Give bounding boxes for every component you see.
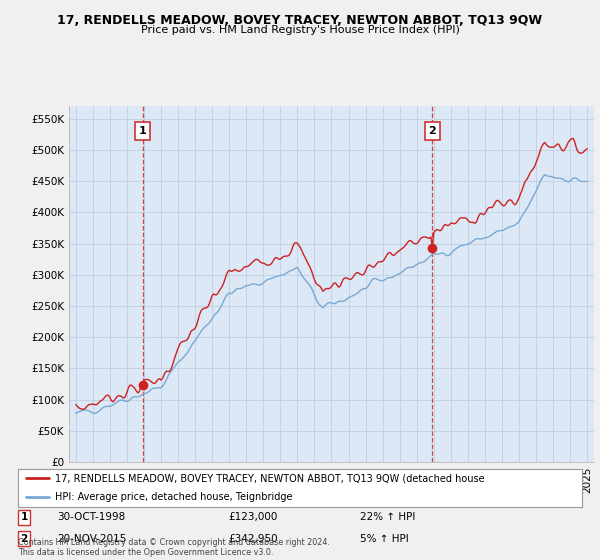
Text: HPI: Average price, detached house, Teignbridge: HPI: Average price, detached house, Teig… [55, 492, 292, 502]
Text: 17, RENDELLS MEADOW, BOVEY TRACEY, NEWTON ABBOT, TQ13 9QW: 17, RENDELLS MEADOW, BOVEY TRACEY, NEWTO… [58, 14, 542, 27]
Text: Contains HM Land Registry data © Crown copyright and database right 2024.
This d: Contains HM Land Registry data © Crown c… [18, 538, 330, 557]
Text: £342,950: £342,950 [228, 534, 278, 544]
Text: 2: 2 [428, 127, 436, 136]
Text: 5% ↑ HPI: 5% ↑ HPI [360, 534, 409, 544]
Text: 1: 1 [139, 127, 146, 136]
Text: 20-NOV-2015: 20-NOV-2015 [57, 534, 127, 544]
Text: 2: 2 [20, 534, 28, 544]
Text: 1: 1 [20, 512, 28, 522]
Text: 17, RENDELLS MEADOW, BOVEY TRACEY, NEWTON ABBOT, TQ13 9QW (detached house: 17, RENDELLS MEADOW, BOVEY TRACEY, NEWTO… [55, 473, 484, 483]
Text: Price paid vs. HM Land Registry's House Price Index (HPI): Price paid vs. HM Land Registry's House … [140, 25, 460, 35]
Text: 22% ↑ HPI: 22% ↑ HPI [360, 512, 415, 522]
Text: £123,000: £123,000 [228, 512, 277, 522]
Text: 30-OCT-1998: 30-OCT-1998 [57, 512, 125, 522]
